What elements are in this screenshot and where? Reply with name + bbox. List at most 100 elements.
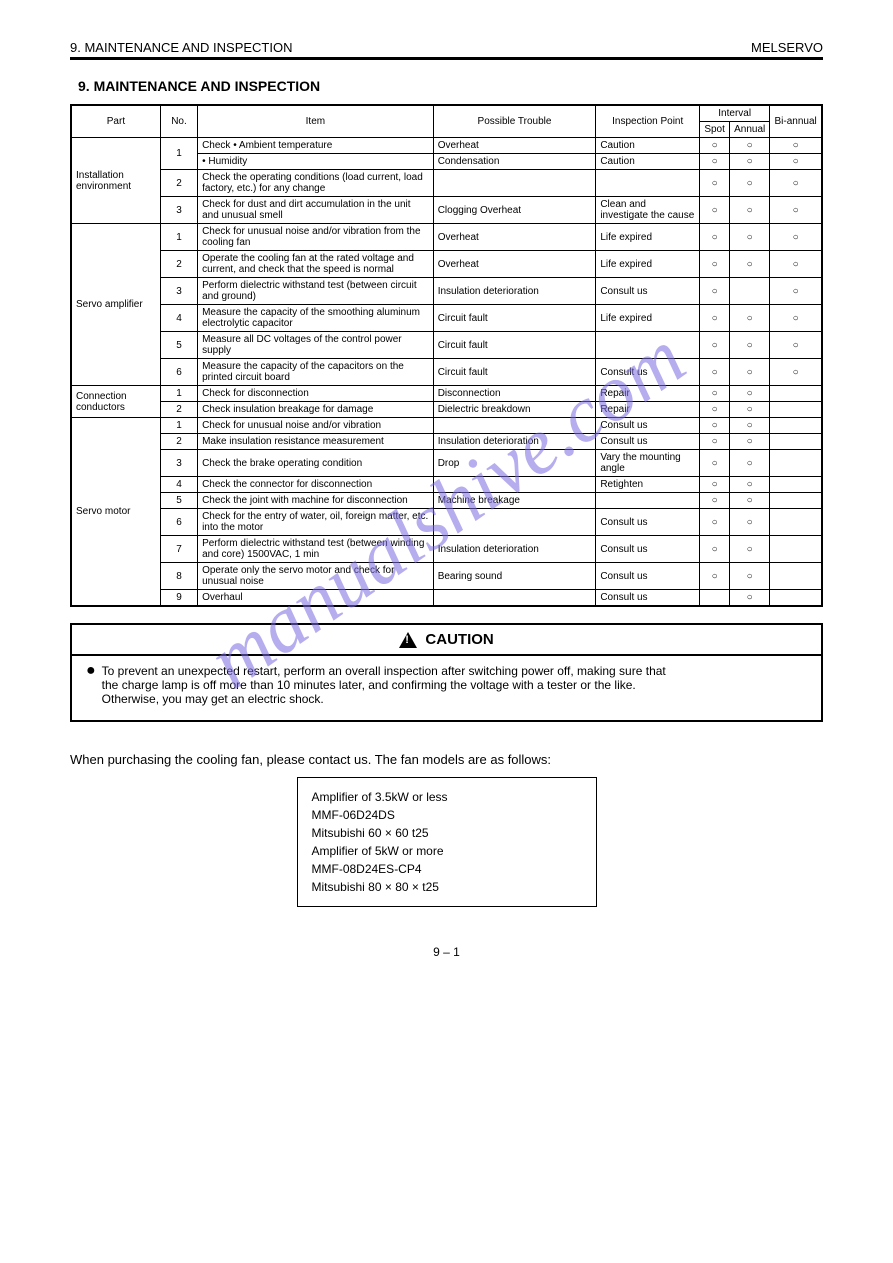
cell-bi bbox=[770, 434, 822, 450]
cell-bi bbox=[770, 563, 822, 590]
cell-point: Caution bbox=[596, 154, 700, 170]
caution-line: Otherwise, you may get an electric shock… bbox=[102, 692, 666, 706]
cell-annual bbox=[730, 450, 770, 477]
cell-item: Measure all DC voltages of the control p… bbox=[198, 332, 434, 359]
cell-item: Operate only the servo motor and check f… bbox=[198, 563, 434, 590]
cell-annual bbox=[730, 138, 770, 154]
cell-no: 1 bbox=[160, 418, 197, 434]
th-point: Inspection Point bbox=[596, 105, 700, 138]
cell-bi bbox=[770, 477, 822, 493]
cell-annual bbox=[730, 197, 770, 224]
cell-bi bbox=[770, 536, 822, 563]
cell-annual bbox=[730, 563, 770, 590]
th-part: Part bbox=[71, 105, 160, 138]
cell-point: Consult us bbox=[596, 434, 700, 450]
cell-point: Vary the mounting angle bbox=[596, 450, 700, 477]
cell-spot bbox=[700, 418, 730, 434]
cell-no: 1 bbox=[160, 386, 197, 402]
cell-bi bbox=[770, 590, 822, 607]
cell-bi bbox=[770, 332, 822, 359]
cell-point: Consult us bbox=[596, 278, 700, 305]
purchase-line: Amplifier of 5kW or more bbox=[312, 842, 582, 860]
purchase-box: Amplifier of 3.5kW or less MMF-06D24DS M… bbox=[297, 777, 597, 907]
purchase-line: Amplifier of 3.5kW or less bbox=[312, 788, 582, 806]
cell-spot bbox=[700, 154, 730, 170]
cell-annual bbox=[730, 251, 770, 278]
th-trouble: Possible Trouble bbox=[433, 105, 596, 138]
th-interval: Interval bbox=[700, 105, 770, 122]
cell-spot bbox=[700, 278, 730, 305]
cell-annual bbox=[730, 590, 770, 607]
cell-bi bbox=[770, 251, 822, 278]
cell-item: Check the joint with machine for disconn… bbox=[198, 493, 434, 509]
cell-annual bbox=[730, 359, 770, 386]
cell-bi bbox=[770, 278, 822, 305]
cell-annual bbox=[730, 154, 770, 170]
th-item: Item bbox=[198, 105, 434, 138]
cell-item: • Humidity bbox=[198, 154, 434, 170]
cell-no: 3 bbox=[160, 450, 197, 477]
cell-annual bbox=[730, 402, 770, 418]
cell-no: 5 bbox=[160, 493, 197, 509]
cell-annual bbox=[730, 418, 770, 434]
cell-trouble: Drop bbox=[433, 450, 596, 477]
cell-item: Make insulation resistance measurement bbox=[198, 434, 434, 450]
cell-trouble: Dielectric breakdown bbox=[433, 402, 596, 418]
cell-part: Servo amplifier bbox=[71, 224, 160, 386]
cell-point: Repair bbox=[596, 386, 700, 402]
cell-no: 9 bbox=[160, 590, 197, 607]
cell-no: 7 bbox=[160, 536, 197, 563]
cell-point bbox=[596, 170, 700, 197]
cell-item: Operate the cooling fan at the rated vol… bbox=[198, 251, 434, 278]
cell-bi bbox=[770, 418, 822, 434]
cell-no: 8 bbox=[160, 563, 197, 590]
cell-point: Consult us bbox=[596, 590, 700, 607]
cell-trouble: Machine breakage bbox=[433, 493, 596, 509]
purchase-line: MMF-06D24DS bbox=[312, 806, 582, 824]
cell-bi bbox=[770, 359, 822, 386]
cell-no: 1 bbox=[160, 138, 197, 170]
cell-item: Check insulation breakage for damage bbox=[198, 402, 434, 418]
cell-trouble: Circuit fault bbox=[433, 305, 596, 332]
cell-annual bbox=[730, 278, 770, 305]
cell-point: Consult us bbox=[596, 563, 700, 590]
cell-no: 2 bbox=[160, 434, 197, 450]
cell-spot bbox=[700, 536, 730, 563]
th-spot: Spot bbox=[700, 122, 730, 138]
cell-part: Connection conductors bbox=[71, 386, 160, 418]
cell-part: Installation environment bbox=[71, 138, 160, 224]
cell-trouble bbox=[433, 477, 596, 493]
cell-annual bbox=[730, 536, 770, 563]
cell-spot bbox=[700, 493, 730, 509]
purchase-intro: When purchasing the cooling fan, please … bbox=[70, 752, 823, 767]
cell-spot bbox=[700, 332, 730, 359]
cell-trouble: Bearing sound bbox=[433, 563, 596, 590]
caution-line: the charge lamp is off more than 10 minu… bbox=[102, 678, 666, 692]
cell-trouble: Insulation deterioration bbox=[433, 278, 596, 305]
cell-annual bbox=[730, 305, 770, 332]
page-number: 9 – 1 bbox=[70, 945, 823, 959]
warning-icon bbox=[399, 632, 417, 648]
cell-spot bbox=[700, 477, 730, 493]
cell-point: Consult us bbox=[596, 359, 700, 386]
cell-trouble: Overheat bbox=[433, 138, 596, 154]
cell-bi bbox=[770, 305, 822, 332]
cell-no: 3 bbox=[160, 278, 197, 305]
cell-trouble: Insulation deterioration bbox=[433, 434, 596, 450]
cell-trouble bbox=[433, 170, 596, 197]
cell-bi bbox=[770, 224, 822, 251]
purchase-line: MMF-08D24ES-CP4 bbox=[312, 860, 582, 878]
cell-annual bbox=[730, 477, 770, 493]
cell-bi bbox=[770, 493, 822, 509]
cell-item: Check for unusual noise and/or vibration bbox=[198, 418, 434, 434]
cell-point: Caution bbox=[596, 138, 700, 154]
cell-spot bbox=[700, 224, 730, 251]
cell-no: 4 bbox=[160, 305, 197, 332]
cell-point bbox=[596, 332, 700, 359]
cell-bi bbox=[770, 197, 822, 224]
cell-item: Check for the entry of water, oil, forei… bbox=[198, 509, 434, 536]
purchase-line: Mitsubishi 80 × 80 × t25 bbox=[312, 878, 582, 896]
cell-part: Servo motor bbox=[71, 418, 160, 607]
cell-item: Measure the capacity of the smoothing al… bbox=[198, 305, 434, 332]
cell-bi bbox=[770, 386, 822, 402]
